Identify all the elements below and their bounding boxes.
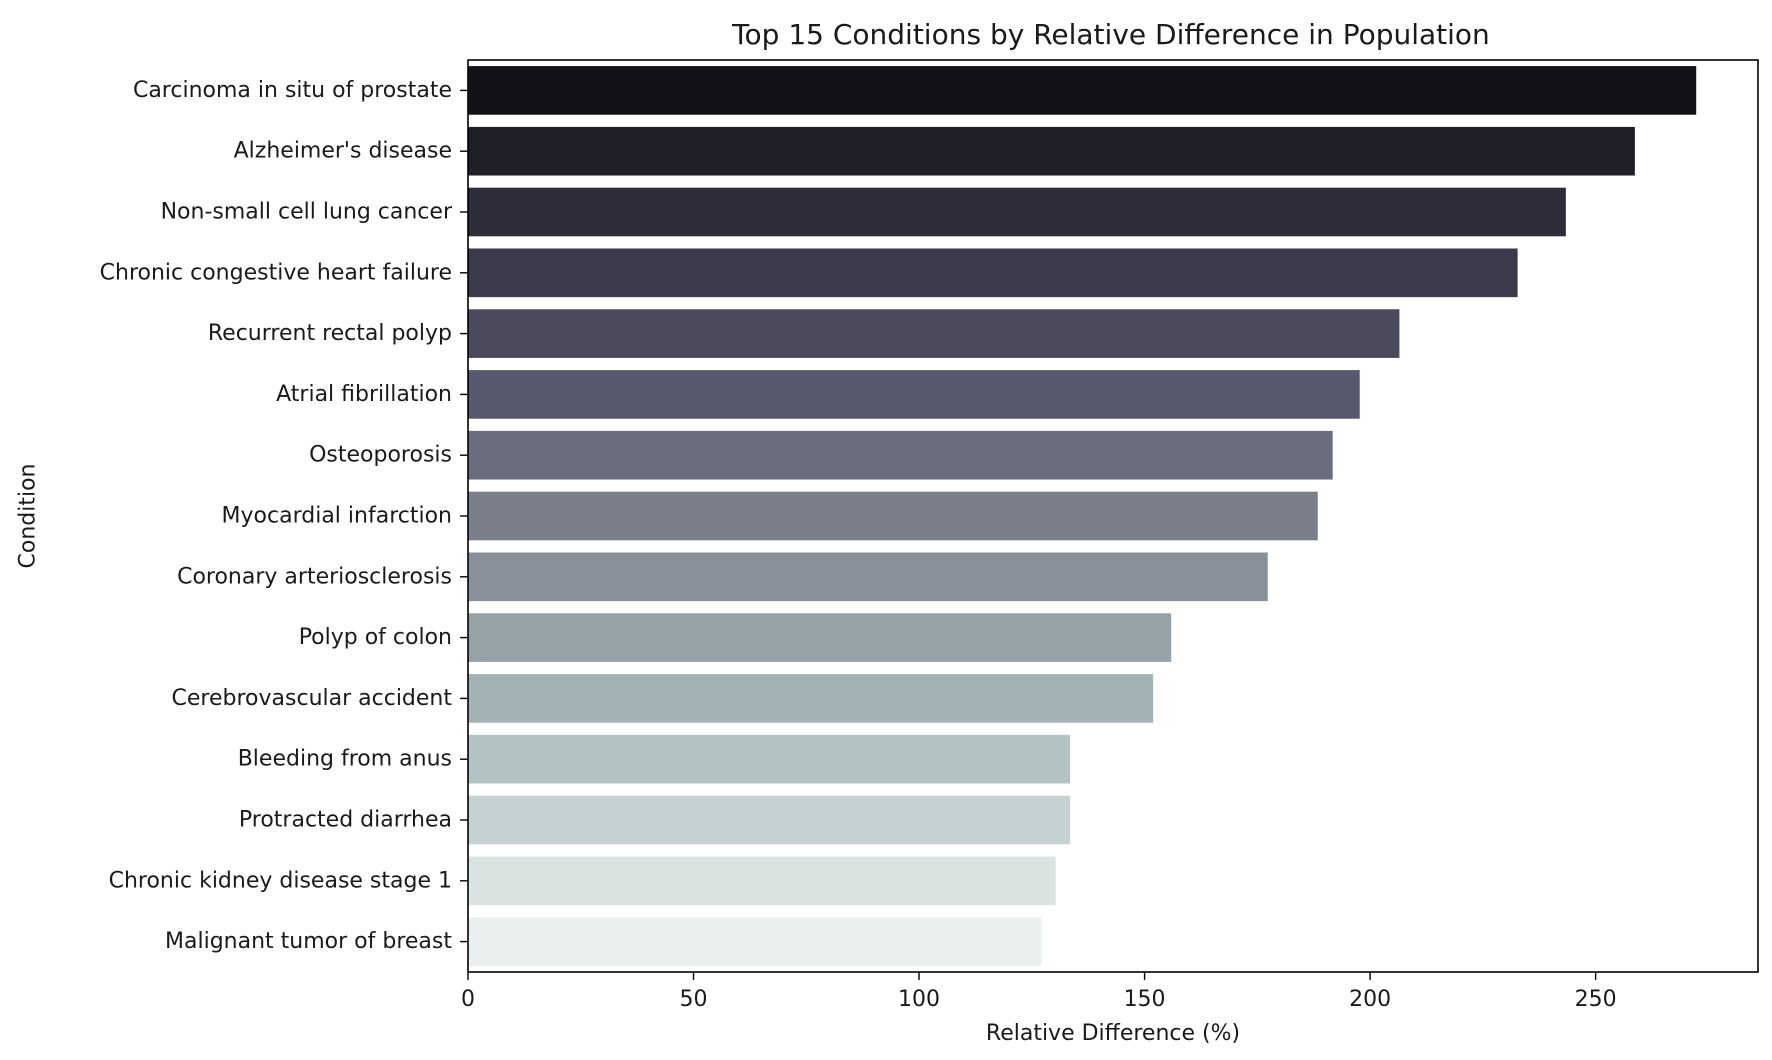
bar [468,491,1318,541]
y-tick-label: Non-small cell lung cancer [161,200,453,225]
y-tick-label: Atrial fibrillation [276,382,452,407]
bar [468,430,1333,480]
bar [468,66,1697,115]
y-axis-ticks: Carcinoma in situ of prostate Alzheimer's… [100,78,468,954]
y-tick-label: Coronary arteriosclerosis [177,564,452,589]
y-tick-label: Chronic kidney disease stage 1 [109,868,452,893]
x-tick-label: 100 [898,987,940,1012]
bars-group [468,66,1697,966]
y-tick-label: Bleeding from anus [238,747,452,772]
bar [468,856,1056,906]
x-tick-label: 250 [1575,987,1617,1012]
y-tick-label: Polyp of colon [299,625,452,650]
y-tick-label: Recurrent rectal polyp [208,321,452,346]
bar [468,734,1071,784]
y-tick-label: Cerebrovascular accident [172,686,453,711]
bar [468,552,1268,602]
bar [468,674,1154,723]
x-axis-ticks: 0 50 100 150 200 250 [461,972,1617,1012]
bar [468,309,1400,358]
bar [468,917,1042,966]
y-axis-label: Condition [16,464,41,569]
bar [468,187,1566,237]
x-tick-label: 200 [1349,987,1391,1012]
y-tick-label: Myocardial infarction [222,504,452,529]
bar [468,613,1172,662]
plot-frame [467,59,1759,973]
x-tick-label: 50 [680,987,708,1012]
chart-title: Top 15 Conditions by Relative Difference… [731,18,1490,51]
x-axis-label: Relative Difference (%) [986,1021,1240,1046]
y-tick-label: Alzheimer's disease [234,139,452,164]
bar [468,248,1518,298]
y-tick-label: Osteoporosis [309,443,452,468]
x-tick-label: 0 [461,987,475,1012]
y-tick-label: Malignant tumor of breast [165,929,452,954]
y-tick-label: Protracted diarrhea [239,808,452,833]
x-tick-label: 150 [1124,987,1166,1012]
y-tick-label: Carcinoma in situ of prostate [133,78,452,103]
bar [468,126,1635,176]
y-tick-label: Chronic congestive heart failure [100,260,452,285]
bar [468,370,1360,419]
bar [468,795,1071,845]
